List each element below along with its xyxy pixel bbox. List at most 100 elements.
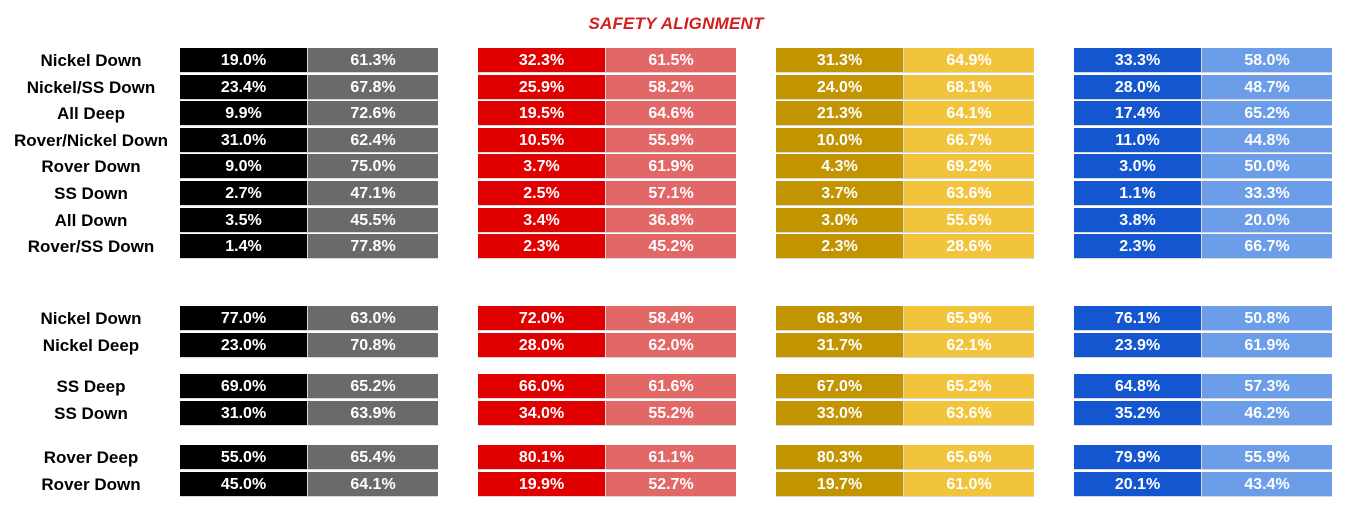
gold-value-cell: 68.3% <box>776 306 904 331</box>
black-value-cell: 63.9% <box>308 401 438 426</box>
row-label: Nickel/SS Down <box>26 78 156 97</box>
blue-value-cell: 23.9% <box>1074 333 1202 358</box>
red-value-cell: 62.0% <box>606 333 736 358</box>
red-value-cell: 52.7% <box>606 472 736 497</box>
black-value-cell: 67.8% <box>308 75 438 100</box>
red-value-cell: 2.5% <box>478 181 606 206</box>
black-value-cell: 9.9% <box>180 101 308 126</box>
red-value-cell: 3.4% <box>478 208 606 233</box>
red-value-cell: 64.6% <box>606 101 736 126</box>
black-value-cell: 3.5% <box>180 208 308 233</box>
black-value-cell: 75.0% <box>308 154 438 179</box>
gold-value-cell: 55.6% <box>904 208 1034 233</box>
red-value-cell: 55.2% <box>606 401 736 426</box>
black-value-cell: 31.0% <box>180 128 308 153</box>
gold-value-cell: 63.6% <box>904 181 1034 206</box>
blue-value-cell: 28.0% <box>1074 75 1202 100</box>
red-value-cell: 61.5% <box>606 48 736 73</box>
gold-value-cell: 63.6% <box>904 401 1034 426</box>
red-value-cell: 34.0% <box>478 401 606 426</box>
blue-value-cell: 50.0% <box>1202 154 1332 179</box>
black-value-cell: 45.0% <box>180 472 308 497</box>
red-value-cell: 66.0% <box>478 374 606 399</box>
blue-value-cell: 3.0% <box>1074 154 1202 179</box>
red-value-cell: 32.3% <box>478 48 606 73</box>
row-label: SS Down <box>54 404 128 423</box>
blue-value-cell: 66.7% <box>1202 234 1332 259</box>
blue-value-cell: 44.8% <box>1202 128 1332 153</box>
blue-value-cell: 46.2% <box>1202 401 1332 426</box>
blue-value-cell: 58.0% <box>1202 48 1332 73</box>
red-value-cell: 57.1% <box>606 181 736 206</box>
gold-value-cell: 68.1% <box>904 75 1034 100</box>
black-value-cell: 69.0% <box>180 374 308 399</box>
red-value-cell: 72.0% <box>478 306 606 331</box>
red-value-cell: 61.9% <box>606 154 736 179</box>
blue-value-cell: 3.8% <box>1074 208 1202 233</box>
gold-value-cell: 28.6% <box>904 234 1034 259</box>
black-value-cell: 65.2% <box>308 374 438 399</box>
gold-value-cell: 31.7% <box>776 333 904 358</box>
black-value-cell: 1.4% <box>180 234 308 259</box>
gold-value-cell: 31.3% <box>776 48 904 73</box>
red-value-cell: 28.0% <box>478 333 606 358</box>
red-value-cell: 36.8% <box>606 208 736 233</box>
blue-value-cell: 65.2% <box>1202 101 1332 126</box>
black-value-cell: 70.8% <box>308 333 438 358</box>
red-value-cell: 25.9% <box>478 75 606 100</box>
blue-value-cell: 57.3% <box>1202 374 1332 399</box>
blue-value-cell: 48.7% <box>1202 75 1332 100</box>
row-label: Rover/SS Down <box>27 237 155 256</box>
black-value-cell: 45.5% <box>308 208 438 233</box>
black-value-cell: 23.0% <box>180 333 308 358</box>
gold-value-cell: 80.3% <box>776 445 904 470</box>
red-value-cell: 19.9% <box>478 472 606 497</box>
black-value-cell: 19.0% <box>180 48 308 73</box>
blue-value-cell: 55.9% <box>1202 445 1332 470</box>
blue-value-cell: 50.8% <box>1202 306 1332 331</box>
red-value-cell: 61.1% <box>606 445 736 470</box>
blue-value-cell: 61.9% <box>1202 333 1332 358</box>
row-label: Nickel Deep <box>42 336 140 355</box>
gold-value-cell: 69.2% <box>904 154 1034 179</box>
red-value-cell: 2.3% <box>478 234 606 259</box>
black-value-cell: 47.1% <box>308 181 438 206</box>
red-value-cell: 10.5% <box>478 128 606 153</box>
gold-value-cell: 64.9% <box>904 48 1034 73</box>
gold-value-cell: 62.1% <box>904 333 1034 358</box>
gold-value-cell: 3.7% <box>776 181 904 206</box>
gold-value-cell: 66.7% <box>904 128 1034 153</box>
black-value-cell: 72.6% <box>308 101 438 126</box>
red-value-cell: 3.7% <box>478 154 606 179</box>
blue-value-cell: 17.4% <box>1074 101 1202 126</box>
blue-value-cell: 11.0% <box>1074 128 1202 153</box>
page-title: SAFETY ALIGNMENT <box>588 14 764 33</box>
gold-value-cell: 64.1% <box>904 101 1034 126</box>
black-value-cell: 2.7% <box>180 181 308 206</box>
gold-value-cell: 3.0% <box>776 208 904 233</box>
black-value-cell: 63.0% <box>308 306 438 331</box>
gold-value-cell: 21.3% <box>776 101 904 126</box>
row-label: SS Down <box>54 184 128 203</box>
black-value-cell: 31.0% <box>180 401 308 426</box>
black-value-cell: 61.3% <box>308 48 438 73</box>
row-label: All Deep <box>56 104 126 123</box>
row-label: All Down <box>54 211 128 230</box>
black-value-cell: 23.4% <box>180 75 308 100</box>
red-value-cell: 55.9% <box>606 128 736 153</box>
blue-value-cell: 64.8% <box>1074 374 1202 399</box>
blue-value-cell: 20.0% <box>1202 208 1332 233</box>
row-label: Nickel Down <box>40 309 142 328</box>
blue-value-cell: 20.1% <box>1074 472 1202 497</box>
row-label: Rover Down <box>41 157 141 176</box>
blue-value-cell: 1.1% <box>1074 181 1202 206</box>
gold-value-cell: 10.0% <box>776 128 904 153</box>
blue-value-cell: 33.3% <box>1074 48 1202 73</box>
gold-value-cell: 61.0% <box>904 472 1034 497</box>
row-label: SS Deep <box>56 377 126 396</box>
blue-value-cell: 2.3% <box>1074 234 1202 259</box>
row-label: Nickel Down <box>40 51 142 70</box>
blue-value-cell: 43.4% <box>1202 472 1332 497</box>
gold-value-cell: 65.6% <box>904 445 1034 470</box>
gold-value-cell: 65.2% <box>904 374 1034 399</box>
